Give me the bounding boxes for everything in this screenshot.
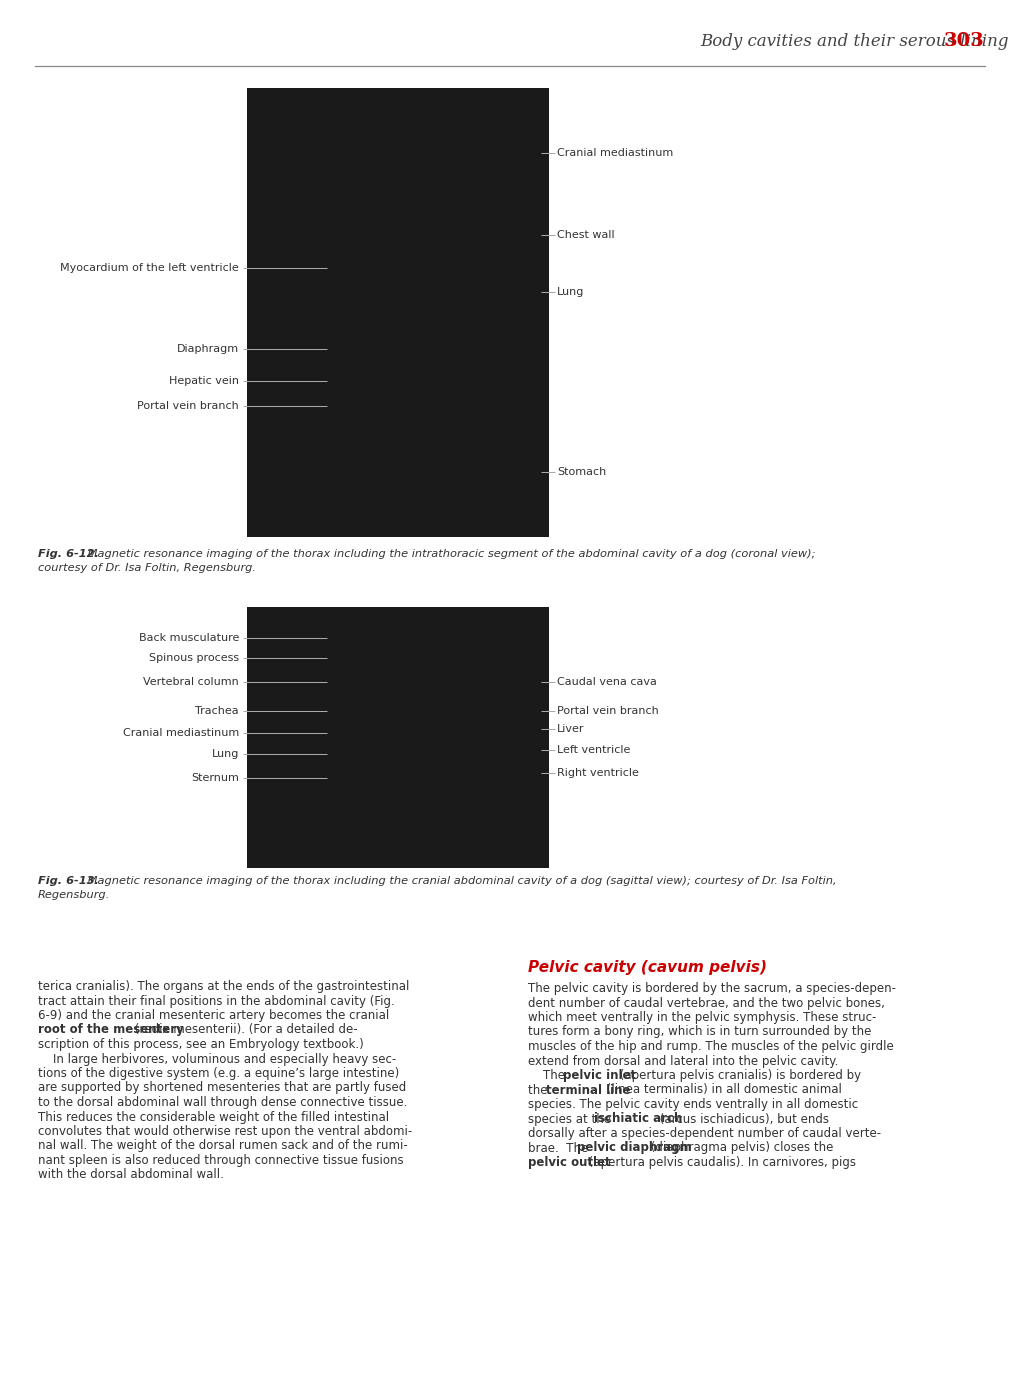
Text: tract attain their final positions in the abdominal cavity (Fig.: tract attain their final positions in th… [38, 994, 394, 1008]
Text: Hepatic vein: Hepatic vein [169, 377, 238, 386]
Bar [247, 607, 548, 867]
Text: Back musculature: Back musculature [139, 632, 238, 644]
Text: the: the [528, 1083, 550, 1097]
Text: with the dorsal abdominal wall.: with the dorsal abdominal wall. [38, 1169, 223, 1182]
Text: Vertebral column: Vertebral column [143, 677, 238, 687]
Text: 6-9) and the cranial mesenteric artery becomes the cranial: 6-9) and the cranial mesenteric artery b… [38, 1009, 389, 1022]
Text: tions of the digestive system (e.g. a equine’s large intestine): tions of the digestive system (e.g. a eq… [38, 1068, 398, 1080]
Text: Fig. 6-13.: Fig. 6-13. [38, 876, 99, 885]
Text: (diaphragma pelvis) closes the: (diaphragma pelvis) closes the [647, 1141, 833, 1155]
Text: Pelvic cavity (cavum pelvis): Pelvic cavity (cavum pelvis) [528, 960, 766, 974]
Text: (arcus ischiadicus), but ends: (arcus ischiadicus), but ends [655, 1112, 828, 1126]
Text: brae.  The: brae. The [528, 1141, 591, 1155]
Text: The pelvic cavity is bordered by the sacrum, a species-depen-: The pelvic cavity is bordered by the sac… [528, 981, 895, 995]
Text: muscles of the hip and rump. The muscles of the pelvic girdle: muscles of the hip and rump. The muscles… [528, 1040, 893, 1054]
Text: which meet ventrally in the pelvic symphysis. These struc-: which meet ventrally in the pelvic symph… [528, 1011, 875, 1024]
Text: (apertura pelvis cranialis) is bordered by: (apertura pelvis cranialis) is bordered … [615, 1069, 861, 1081]
Text: Portal vein branch: Portal vein branch [556, 706, 658, 716]
Text: nal wall. The weight of the dorsal rumen sack and of the rumi-: nal wall. The weight of the dorsal rumen… [38, 1140, 408, 1152]
Text: pelvic outlet: pelvic outlet [528, 1156, 610, 1169]
Text: scription of this process, see an Embryology textbook.): scription of this process, see an Embryo… [38, 1038, 364, 1051]
Text: dorsally after a species-dependent number of caudal verte-: dorsally after a species-dependent numbe… [528, 1127, 880, 1140]
Text: Cranial mediastinum: Cranial mediastinum [556, 147, 673, 158]
Text: In large herbivores, voluminous and especially heavy sec-: In large herbivores, voluminous and espe… [38, 1052, 395, 1066]
Text: Caudal vena cava: Caudal vena cava [556, 677, 656, 687]
Text: nant spleen is also reduced through connective tissue fusions: nant spleen is also reduced through conn… [38, 1154, 404, 1168]
Text: convolutes that would otherwise rest upon the ventral abdomi-: convolutes that would otherwise rest upo… [38, 1125, 412, 1138]
Text: (linea terminalis) in all domestic animal: (linea terminalis) in all domestic anima… [602, 1083, 842, 1097]
Text: Body cavities and their serous lining: Body cavities and their serous lining [699, 33, 1008, 50]
Text: are supported by shortened mesenteries that are partly fused: are supported by shortened mesenteries t… [38, 1081, 406, 1094]
Bar [247, 88, 548, 537]
Text: (radix mesenterii). (For a detailed de-: (radix mesenterii). (For a detailed de- [130, 1023, 357, 1037]
Text: Liver: Liver [556, 724, 584, 734]
Text: Cranial mediastinum: Cranial mediastinum [122, 728, 238, 738]
Text: Lung: Lung [211, 749, 238, 759]
Text: Stomach: Stomach [556, 467, 605, 477]
Text: pelvic diaphragm: pelvic diaphragm [576, 1141, 691, 1155]
Text: Portal vein branch: Portal vein branch [138, 400, 238, 411]
Text: Left ventricle: Left ventricle [556, 745, 630, 755]
Text: courtesy of Dr. Isa Foltin, Regensburg.: courtesy of Dr. Isa Foltin, Regensburg. [38, 563, 256, 573]
Text: species. The pelvic cavity ends ventrally in all domestic: species. The pelvic cavity ends ventrall… [528, 1098, 857, 1111]
Text: species at the: species at the [528, 1112, 614, 1126]
Text: 303: 303 [943, 32, 983, 50]
Text: Sternum: Sternum [191, 773, 238, 783]
Text: (apertura pelvis caudalis). In carnivores, pigs: (apertura pelvis caudalis). In carnivore… [585, 1156, 856, 1169]
Text: Magnetic resonance imaging of the thorax including the cranial abdominal cavity : Magnetic resonance imaging of the thorax… [84, 876, 836, 885]
Text: extend from dorsal and lateral into the pelvic cavity.: extend from dorsal and lateral into the … [528, 1055, 838, 1068]
Text: Fig. 6-12.: Fig. 6-12. [38, 549, 99, 559]
Text: Diaphragm: Diaphragm [176, 343, 238, 354]
Text: dent number of caudal vertebrae, and the two pelvic bones,: dent number of caudal vertebrae, and the… [528, 997, 884, 1009]
Text: to the dorsal abdominal wall through dense connective tissue.: to the dorsal abdominal wall through den… [38, 1095, 407, 1109]
Text: Right ventricle: Right ventricle [556, 769, 638, 778]
Text: Myocardium of the left ventricle: Myocardium of the left ventricle [60, 263, 238, 272]
Text: This reduces the considerable weight of the filled intestinal: This reduces the considerable weight of … [38, 1111, 388, 1123]
Text: Magnetic resonance imaging of the thorax including the intrathoracic segment of : Magnetic resonance imaging of the thorax… [84, 549, 815, 559]
Text: root of the mesentery: root of the mesentery [38, 1023, 183, 1037]
Text: Spinous process: Spinous process [149, 653, 238, 663]
Text: terminal line: terminal line [545, 1083, 630, 1097]
Text: ischiatic arch: ischiatic arch [594, 1112, 682, 1126]
Text: The: The [528, 1069, 569, 1081]
Text: Chest wall: Chest wall [556, 229, 614, 240]
Text: Regensburg.: Regensburg. [38, 890, 110, 899]
Text: Lung: Lung [556, 286, 584, 297]
Text: pelvic inlet: pelvic inlet [562, 1069, 636, 1081]
Text: tures form a bony ring, which is in turn surrounded by the: tures form a bony ring, which is in turn… [528, 1026, 870, 1038]
Text: Trachea: Trachea [196, 706, 238, 716]
Text: terica cranialis). The organs at the ends of the gastrointestinal: terica cranialis). The organs at the end… [38, 980, 409, 992]
